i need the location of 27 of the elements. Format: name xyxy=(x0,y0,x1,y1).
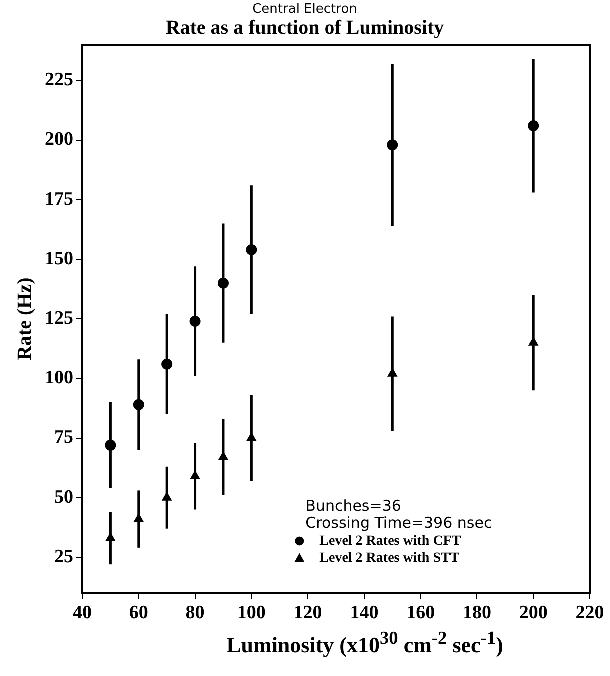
legend-label: Level 2 Rates with STT xyxy=(320,550,460,566)
x-tick-label: 100 xyxy=(237,602,266,624)
y-tick-label: 75 xyxy=(54,427,74,448)
chart-subtitle: Central Electron xyxy=(252,2,358,17)
y-tick-label: 100 xyxy=(45,368,74,389)
x-tick-label: 80 xyxy=(186,602,205,624)
y-tick-label: 50 xyxy=(54,486,74,508)
x-tick-label: 220 xyxy=(576,602,604,624)
x-tick-label: 120 xyxy=(294,602,322,624)
y-tick-label: 200 xyxy=(45,129,74,150)
x-tick-label: 60 xyxy=(129,602,148,624)
y-tick-label: 150 xyxy=(45,248,74,270)
y-tick-label: 125 xyxy=(45,308,74,330)
chart-title: Rate as a function of Luminosity xyxy=(164,17,446,40)
x-tick-label: 140 xyxy=(350,602,379,624)
annotation: Crossing Time=396 nsec xyxy=(306,514,492,532)
y-axis-title: Rate (Hz) xyxy=(14,278,36,360)
y-tick-label: 175 xyxy=(45,188,74,210)
y-tick-label: 25 xyxy=(54,546,74,568)
x-axis-title: Luminosity (x10$^{30}$ cm$^{-2}$ sec$^{-1}$) xyxy=(226,628,504,658)
y-tick-label: 225 xyxy=(45,70,74,91)
x-tick-label: 40 xyxy=(73,602,92,624)
legend-label: Level 2 Rates with CFT xyxy=(320,534,462,549)
x-tick-label: 200 xyxy=(519,602,548,624)
x-tick-label: 160 xyxy=(406,602,436,624)
annotation: Bunches=36 xyxy=(306,497,402,516)
x-tick-label: 180 xyxy=(462,602,492,624)
